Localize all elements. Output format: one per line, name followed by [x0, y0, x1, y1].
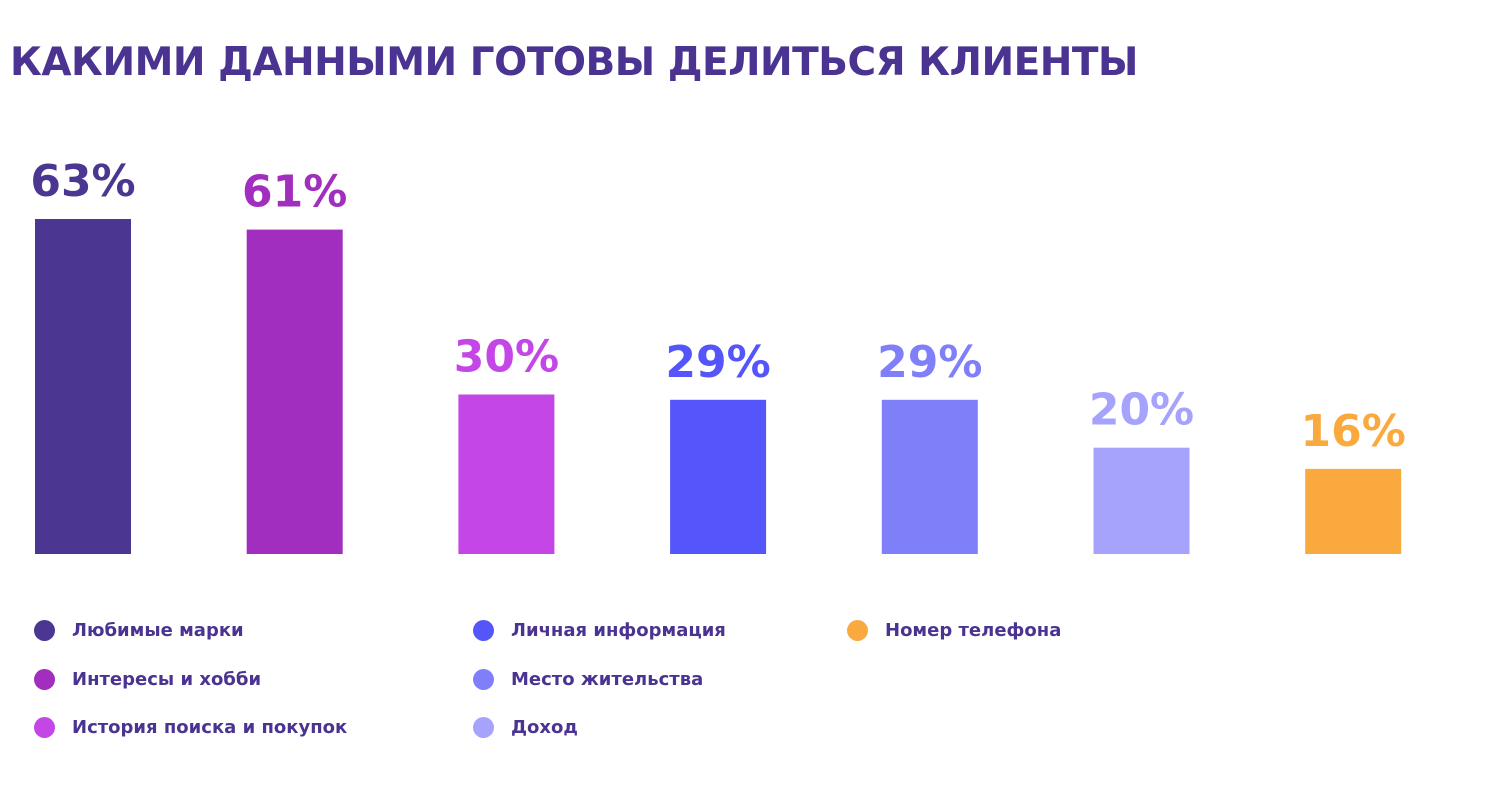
legend-label: Интересы и хобби [72, 669, 262, 690]
legend-label: Доход [511, 717, 578, 738]
bar-value-label: 30% [454, 332, 559, 383]
legend-label: Номер телефона [885, 620, 1062, 641]
bar-2 [246, 229, 343, 554]
legend-swatch [847, 620, 868, 641]
bar-value-label: 16% [1301, 406, 1406, 457]
bar-6 [1093, 447, 1190, 554]
bar-5 [881, 399, 978, 554]
bar-value-label: 29% [665, 337, 770, 388]
bar-3 [458, 394, 555, 554]
legend-swatch [473, 669, 494, 690]
legend-item: Номер телефона [847, 620, 1061, 641]
legend-label: Место жительства [511, 669, 704, 690]
legend-item: Любимые марки [34, 620, 244, 641]
bar-chart: 63% 61% 30% 29% 29% 20% 16% [30, 156, 1406, 554]
bar-value-label: 63% [30, 156, 135, 207]
legend-swatch [34, 717, 55, 738]
bar-7 [1305, 468, 1402, 554]
bar-value-label: 61% [242, 167, 347, 218]
legend-label: Любимые марки [72, 620, 244, 641]
legend-item: Доход [473, 717, 578, 738]
bar-4 [670, 399, 767, 554]
legend-swatch [34, 620, 55, 641]
bar-value-label: 29% [877, 337, 982, 388]
bar-value-label: 20% [1089, 385, 1194, 436]
legend-label: История поиска и покупок [72, 717, 348, 738]
legend-item: Личная информация [473, 620, 726, 641]
legend-swatch [473, 620, 494, 641]
legend-swatch [473, 717, 494, 738]
legend-item: История поиска и покупок [34, 717, 347, 738]
legend-item: Место жительства [473, 669, 703, 690]
legend-label: Личная информация [511, 620, 726, 641]
bar-1 [35, 219, 131, 554]
legend-swatch [34, 669, 55, 690]
legend-item: Интересы и хобби [34, 669, 261, 690]
page-title: КАКИМИ ДАННЫМИ ГОТОВЫ ДЕЛИТЬСЯ КЛИЕНТЫ [10, 40, 1138, 85]
